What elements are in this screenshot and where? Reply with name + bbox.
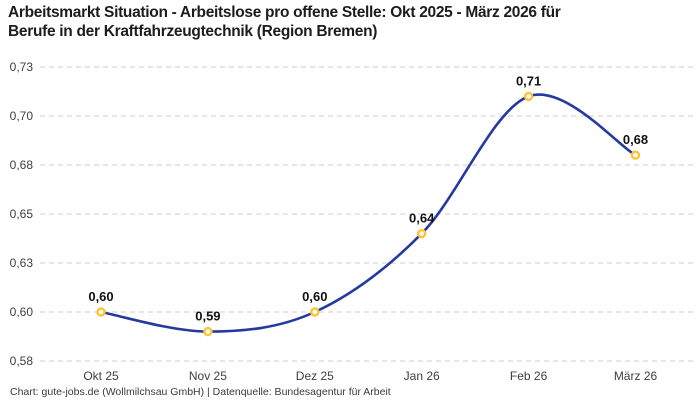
data-point-marker: [630, 150, 641, 160]
data-point-marker: [417, 228, 427, 239]
data-point-marker: [523, 91, 534, 102]
x-axis-tick-label: März 26: [614, 369, 658, 383]
x-axis-tick-label: Dez 25: [296, 369, 334, 383]
data-point-marker: [203, 326, 213, 337]
x-axis-tick-label: Nov 25: [189, 369, 227, 383]
data-point-label: 0,71: [516, 73, 541, 88]
y-axis-tick-label: 0,58: [10, 354, 34, 368]
x-axis-tick-label: Feb 26: [510, 369, 548, 383]
data-point-label: 0,60: [88, 289, 113, 304]
data-point-label: 0,68: [623, 132, 648, 147]
data-point-label: 0,59: [195, 309, 220, 324]
y-axis-tick-label: 0,70: [10, 109, 34, 123]
data-line: [99, 93, 637, 333]
y-axis-tick-label: 0,63: [10, 256, 34, 270]
data-point-marker: [310, 307, 320, 317]
chart-source-footer: Chart: gute-jobs.de (Wollmilchsau GmbH) …: [10, 386, 391, 398]
data-point-label: 0,60: [302, 289, 327, 304]
y-axis-tick-label: 0,68: [10, 158, 34, 172]
data-point-marker: [96, 307, 106, 317]
y-axis-tick-label: 0,65: [10, 207, 34, 221]
x-axis-tick-label: Okt 25: [83, 369, 119, 383]
y-axis-tick-label: 0,60: [10, 305, 34, 319]
x-axis-tick-label: Jan 26: [404, 369, 440, 383]
data-point-label: 0,64: [409, 211, 435, 226]
y-axis-tick-label: 0,73: [10, 60, 34, 74]
chart-title: Arbeitsmarkt Situation - Arbeitslose pro…: [8, 4, 561, 40]
